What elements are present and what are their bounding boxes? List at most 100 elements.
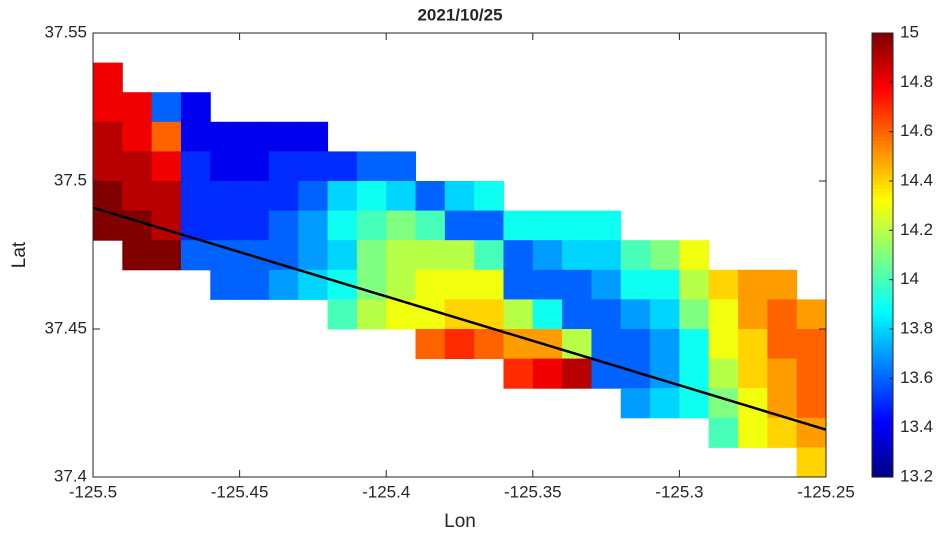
x-tick-label: -125.5 — [69, 482, 117, 501]
colorbar-step — [872, 195, 893, 201]
heat-cell — [738, 269, 768, 300]
heat-cell — [591, 299, 622, 330]
colorbar-step — [872, 440, 893, 445]
heat-cell — [327, 181, 358, 212]
heat-cell — [122, 210, 153, 241]
heat-cell — [532, 358, 563, 389]
heat-cell — [620, 388, 651, 419]
heat-cell — [679, 299, 710, 330]
colorbar-step — [872, 277, 893, 282]
heat-cell — [356, 299, 387, 330]
colorbar-step — [872, 358, 893, 363]
heat-cell — [503, 240, 534, 271]
heat-cell — [93, 181, 123, 212]
colorbar-step — [872, 77, 893, 82]
heat-cell — [738, 299, 768, 330]
y-tick-label: 37.4 — [54, 466, 87, 485]
colorbar-step — [872, 214, 893, 219]
colorbar-step — [872, 325, 893, 330]
heat-cell — [532, 210, 563, 241]
heat-cell — [767, 269, 798, 300]
colorbar-step — [872, 354, 893, 360]
heat-cell — [796, 329, 827, 360]
colorbar-step — [872, 199, 893, 204]
colorbar-step — [872, 47, 893, 53]
heat-cell — [151, 151, 182, 182]
colorbar-step — [872, 140, 893, 145]
heat-cell — [268, 151, 299, 182]
colorbar-step — [872, 336, 893, 341]
heat-cell — [708, 388, 739, 419]
colorbar-step — [872, 425, 893, 430]
heat-cell — [767, 417, 798, 448]
colorbar-step — [872, 403, 893, 408]
heat-cell — [503, 269, 534, 300]
colorbar-step — [872, 166, 893, 171]
heat-cell — [415, 181, 446, 212]
colorbar-step — [872, 81, 893, 86]
colorbar-step — [872, 255, 893, 260]
heat-cell — [532, 269, 563, 300]
heat-cell — [591, 210, 622, 241]
heat-cell — [650, 299, 680, 330]
colorbar-step — [872, 232, 893, 238]
heat-cell — [151, 240, 182, 271]
heat-cell — [503, 299, 534, 330]
heat-cell — [796, 447, 827, 478]
colorbar-step — [872, 443, 893, 448]
heat-cell — [796, 299, 827, 330]
colorbar-step — [872, 303, 893, 308]
heat-cell — [679, 358, 710, 389]
colorbar-tick-label: 13.8 — [900, 318, 933, 337]
heat-cell — [708, 329, 739, 360]
x-tick-label: -125.25 — [797, 482, 855, 501]
heat-cell — [327, 299, 358, 330]
colorbar-step — [872, 388, 893, 393]
heat-cell — [93, 92, 123, 123]
colorbar-step — [872, 410, 893, 415]
colorbar-step — [872, 284, 893, 289]
colorbar-step — [872, 340, 893, 345]
heat-cell — [708, 269, 739, 300]
heat-cell — [444, 210, 475, 241]
colorbar-step — [872, 51, 893, 56]
transect-line — [92, 206, 827, 431]
heat-cell — [650, 269, 680, 300]
colorbar-tick-label: 13.2 — [900, 466, 933, 485]
colorbar-step — [872, 292, 893, 297]
heat-cell — [738, 417, 768, 448]
heat-cell — [679, 240, 710, 271]
heat-cell — [532, 299, 563, 330]
colorbar-step — [872, 169, 893, 175]
colorbar-step — [872, 99, 893, 104]
colorbar-step — [872, 329, 893, 334]
colorbar-step — [872, 432, 893, 437]
heat-cell — [620, 240, 651, 271]
heat-cell — [503, 358, 534, 389]
colorbar-step — [872, 310, 893, 315]
heat-cell — [620, 269, 651, 300]
colorbar-step — [872, 299, 893, 304]
y-axis-label: Lat — [9, 241, 30, 268]
colorbar-step — [872, 177, 893, 182]
colorbar-step — [872, 288, 893, 293]
colorbar-step — [872, 92, 893, 97]
heat-cell — [327, 151, 358, 182]
heat-cell — [503, 210, 534, 241]
x-tick-label: -125.35 — [504, 482, 562, 501]
heat-cell — [298, 181, 329, 212]
colorbar-tick-label: 13.6 — [900, 368, 933, 387]
colorbar-step — [872, 273, 893, 278]
colorbar-step — [872, 221, 893, 226]
colorbar-tick-label: 14 — [900, 269, 919, 288]
heat-cell — [298, 121, 329, 152]
colorbar-step — [872, 295, 893, 300]
colorbar-step — [872, 203, 893, 208]
heat-cell — [268, 121, 299, 152]
heat-cell — [180, 121, 211, 152]
colorbar-step — [872, 451, 893, 456]
colorbar-step — [872, 151, 893, 156]
heat-cell — [180, 92, 211, 123]
heat-cell — [708, 299, 739, 330]
heat-cell — [738, 358, 768, 389]
